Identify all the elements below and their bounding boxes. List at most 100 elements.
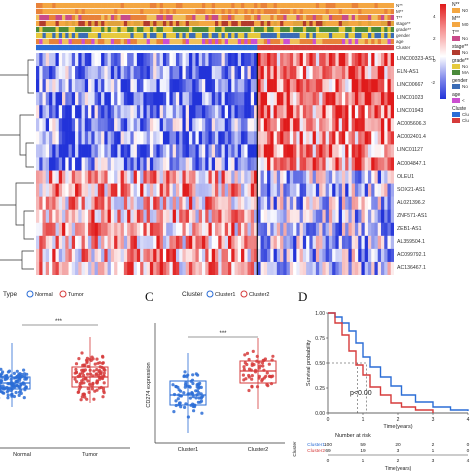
- heatmap-cell: [198, 235, 203, 250]
- annotation-cell: [299, 27, 304, 33]
- data-point: [182, 374, 186, 379]
- heatmap-cell: [159, 209, 164, 224]
- heatmap-cell: [114, 144, 118, 158]
- heatmap-cell: [322, 196, 326, 211]
- heatmap-cell: [133, 92, 138, 106]
- heatmap-cell: [52, 248, 56, 263]
- annotation-cell: [371, 21, 375, 27]
- heatmap-cell: [36, 248, 40, 263]
- data-point: [172, 410, 176, 414]
- heatmap-cell: [81, 157, 86, 171]
- annotation-cell: [149, 33, 154, 39]
- heatmap-cell: [250, 196, 255, 211]
- heatmap-cell: [143, 118, 147, 132]
- annotation-cell: [110, 9, 115, 15]
- heatmap-cell: [175, 144, 180, 158]
- heatmap-cell: [250, 131, 255, 145]
- data-point: [74, 362, 79, 366]
- annotation-cell: [153, 3, 157, 9]
- annotation-cell: [78, 9, 82, 15]
- heatmap-cell: [107, 222, 112, 237]
- heatmap-cell: [104, 131, 108, 145]
- heatmap-cell: [146, 248, 151, 263]
- heatmap-cell: [244, 209, 248, 224]
- annotation-cell: [107, 21, 112, 27]
- heatmap-cell: [228, 118, 232, 132]
- heatmap-cell: [182, 196, 186, 211]
- heatmap-cell: [354, 209, 359, 224]
- heatmap-cell: [162, 144, 167, 158]
- heatmap-cell: [65, 248, 69, 263]
- heatmap-cell: [302, 196, 307, 211]
- heatmap-cell: [78, 235, 82, 250]
- heatmap-cell: [136, 183, 141, 197]
- heatmap-cell: [149, 144, 154, 158]
- heatmap-cell: [390, 157, 394, 171]
- annotation-cell: [289, 27, 294, 33]
- heatmap-cell: [351, 183, 356, 197]
- heatmap-cell: [97, 131, 102, 145]
- heatmap-cell: [75, 66, 79, 80]
- annotation-cell: [127, 39, 131, 45]
- heatmap-cell: [231, 131, 235, 145]
- heatmap-cell: [270, 157, 274, 171]
- annotation-cell: [380, 9, 385, 15]
- heatmap-cell: [110, 79, 115, 93]
- heatmap-cell: [146, 92, 151, 106]
- annotation-cell: [286, 21, 291, 27]
- heatmap-cell: [302, 157, 307, 171]
- heatmap-cell: [384, 183, 388, 197]
- heatmap-cell: [348, 222, 352, 237]
- annotation-cell: [198, 3, 203, 9]
- heatmap-cell: [71, 170, 76, 184]
- heatmap-cell: [228, 144, 232, 158]
- heatmap-cell: [39, 183, 43, 197]
- heatmap-cell: [52, 131, 56, 145]
- heatmap-cell: [345, 222, 349, 237]
- heatmap-cell: [201, 131, 206, 145]
- annotation-cell: [136, 27, 141, 33]
- heatmap-cell: [49, 92, 53, 106]
- heatmap-cell: [211, 235, 216, 250]
- heatmap-cell: [387, 66, 392, 80]
- heatmap-cell: [81, 183, 86, 197]
- data-point: [182, 391, 186, 395]
- heatmap-cell: [143, 183, 147, 197]
- heatmap-cell: [299, 105, 304, 119]
- heatmap-cell: [341, 261, 346, 275]
- annotation-cell: [390, 33, 394, 39]
- heatmap-cell: [244, 92, 248, 106]
- annotation-cell: [110, 15, 115, 21]
- data-point: [198, 400, 202, 404]
- heatmap-cell: [101, 209, 105, 224]
- heatmap-cell: [62, 209, 66, 224]
- heatmap-cell: [384, 222, 388, 237]
- annotation-cell: [188, 3, 193, 9]
- heatmap-cell: [280, 248, 284, 263]
- annotation-cell: [335, 33, 339, 39]
- annotation-cell: [319, 39, 323, 45]
- heatmap-cell: [49, 235, 53, 250]
- annotation-cell: [91, 33, 95, 39]
- annotation-cell: [280, 3, 284, 9]
- heatmap-cell: [299, 131, 304, 145]
- heatmap-cell: [172, 79, 177, 93]
- heatmap-cell: [143, 209, 147, 224]
- heatmap-cell: [166, 222, 170, 237]
- heatmap-cell: [133, 105, 138, 119]
- annotation-cell: [65, 9, 69, 15]
- heatmap-cell: [110, 209, 115, 224]
- annotation-cell: [387, 9, 392, 15]
- heatmap-cell: [221, 209, 226, 224]
- heatmap-cell: [215, 235, 219, 250]
- heatmap-cell: [94, 131, 99, 145]
- heatmap-cell: [315, 157, 320, 171]
- annotation-cell: [351, 3, 356, 9]
- annotation-cell: [276, 27, 281, 33]
- annotation-cell: [68, 39, 73, 45]
- heatmap-cell: [221, 222, 226, 237]
- heatmap-cell: [117, 261, 121, 275]
- annotation-cell: [228, 27, 232, 33]
- heatmap-cell: [179, 222, 183, 237]
- heatmap-cell: [39, 92, 43, 106]
